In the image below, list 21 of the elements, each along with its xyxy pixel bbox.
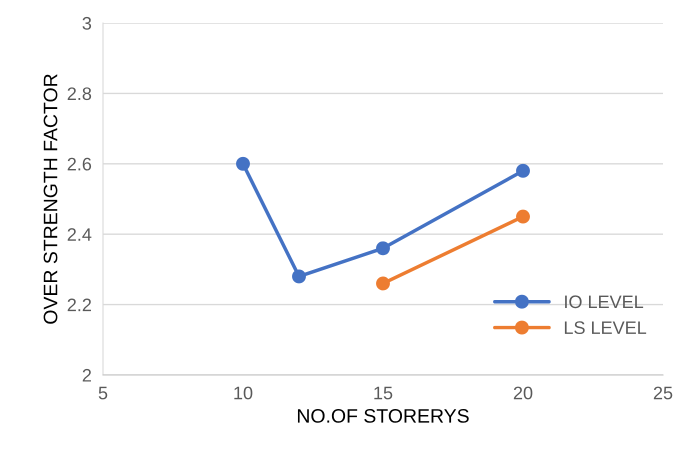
point (292, 269, 306, 284)
y-axis-title: OVER STRENGTH FACTOR (44, 74, 58, 324)
x-tick-label: 15 (374, 386, 392, 400)
y-tick-label: 2.6 (68, 158, 92, 171)
point (516, 210, 530, 224)
x-tick-label: 25 (654, 386, 672, 400)
y-tick-label: 2 (82, 368, 91, 382)
x-tick-label: 5 (98, 386, 108, 400)
y-tick-label: 2.2 (68, 298, 91, 312)
legend-label: IO LEVEL (565, 295, 644, 308)
legend-label: LS LEVEL (564, 321, 646, 334)
y-tick-label: 3 (82, 16, 92, 30)
x-tick-label: 20 (514, 386, 532, 400)
point (376, 241, 390, 256)
x-tick-label: 10 (234, 386, 252, 400)
point (236, 156, 250, 171)
y-tick-label: 2.4 (68, 228, 92, 241)
point (376, 276, 390, 290)
x-axis-title: NO.OF STORERYS (298, 409, 469, 423)
point (516, 164, 530, 178)
y-tick-label: 2.8 (68, 87, 92, 100)
